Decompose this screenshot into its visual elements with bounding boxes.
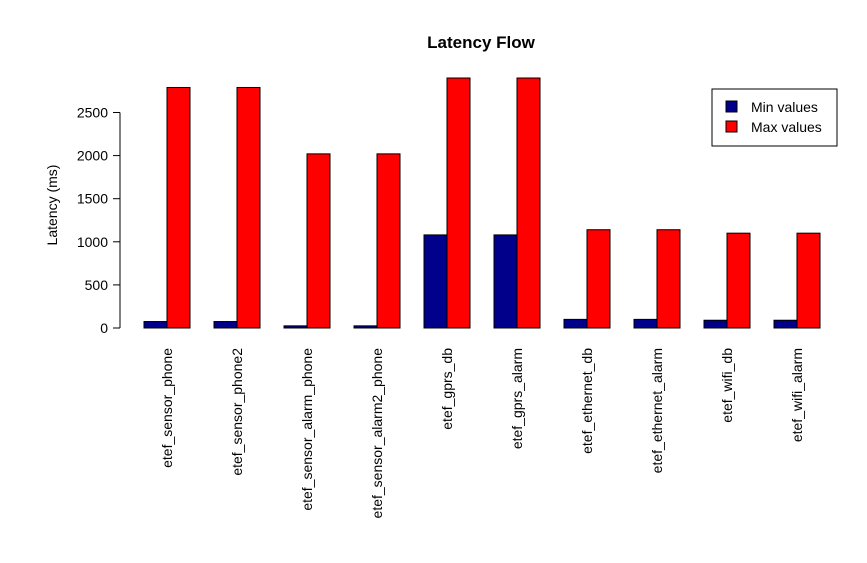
y-tick-label: 2000 bbox=[77, 148, 108, 164]
max-bar-etef-gprs-db bbox=[446, 77, 471, 329]
y-tick-label: 1500 bbox=[77, 191, 108, 207]
x-tick-label: etef_ethernet_db bbox=[579, 348, 595, 454]
max-bar-etef-ethernet-alarm bbox=[656, 229, 681, 329]
x-tick-label: etef_wifi_db bbox=[719, 348, 735, 423]
min-bar-etef-sensor-phone2 bbox=[213, 321, 238, 329]
x-tick-labels: etef_sensor_phone etef_sensor_phone2 etef_… bbox=[159, 348, 805, 519]
y-tick-label: 0 bbox=[100, 320, 108, 336]
min-bar-etef-sensor-alarm2-phone bbox=[353, 325, 378, 329]
y-axis: 0 500 1000 1500 2000 2500 bbox=[77, 104, 121, 336]
y-axis-label: Latency (ms) bbox=[44, 165, 60, 246]
y-tick-label: 1000 bbox=[77, 234, 108, 250]
x-tick-label: etef_sensor_phone bbox=[159, 348, 175, 468]
x-tick-label: etef_sensor_alarm_phone bbox=[299, 348, 315, 511]
min-bar-etef-sensor-alarm-phone bbox=[283, 325, 308, 329]
x-tick-label: etef_sensor_phone2 bbox=[229, 348, 245, 476]
legend-label: Min values bbox=[751, 99, 818, 115]
x-tick-label: etef_ethernet_alarm bbox=[649, 348, 665, 473]
legend: Min values Max values bbox=[711, 88, 838, 147]
min-bar-etef-ethernet-alarm bbox=[633, 318, 658, 329]
min-bar-etef-ethernet-db bbox=[563, 318, 588, 329]
max-bar-etef-sensor-alarm-phone bbox=[306, 153, 331, 329]
max-bar-etef-ethernet-db bbox=[586, 229, 611, 329]
chart-title: Latency Flow bbox=[427, 33, 535, 52]
x-tick-label: etef_gprs_alarm bbox=[509, 348, 525, 449]
x-tick-label: etef_wifi_alarm bbox=[789, 348, 805, 442]
max-bar-etef-wifi-alarm bbox=[796, 232, 821, 329]
legend-label: Max values bbox=[751, 119, 822, 135]
max-bar-etef-gprs-alarm bbox=[516, 77, 541, 329]
legend-box bbox=[711, 88, 838, 147]
max-bar-etef-wifi-db bbox=[726, 232, 751, 329]
max-bar-etef-sensor-phone bbox=[166, 86, 191, 329]
min-bar-etef-gprs-db bbox=[423, 234, 448, 329]
max-bar-etef-sensor-alarm2-phone bbox=[376, 153, 401, 329]
y-tick-label: 2500 bbox=[77, 104, 108, 120]
x-tick-label: etef_gprs_db bbox=[439, 348, 455, 430]
min-bar-etef-sensor-phone bbox=[143, 321, 168, 329]
min-bar-etef-wifi-db bbox=[703, 319, 728, 329]
min-bar-etef-wifi-alarm bbox=[773, 319, 798, 329]
min-bar-etef-gprs-alarm bbox=[493, 234, 518, 329]
bars-group bbox=[143, 77, 821, 329]
max-bar-etef-sensor-phone2 bbox=[236, 86, 261, 329]
x-tick-label: etef_sensor_alarm2_phone bbox=[369, 348, 385, 519]
y-tick-label: 500 bbox=[85, 277, 109, 293]
legend-swatch bbox=[725, 100, 738, 113]
legend-swatch bbox=[725, 120, 738, 133]
